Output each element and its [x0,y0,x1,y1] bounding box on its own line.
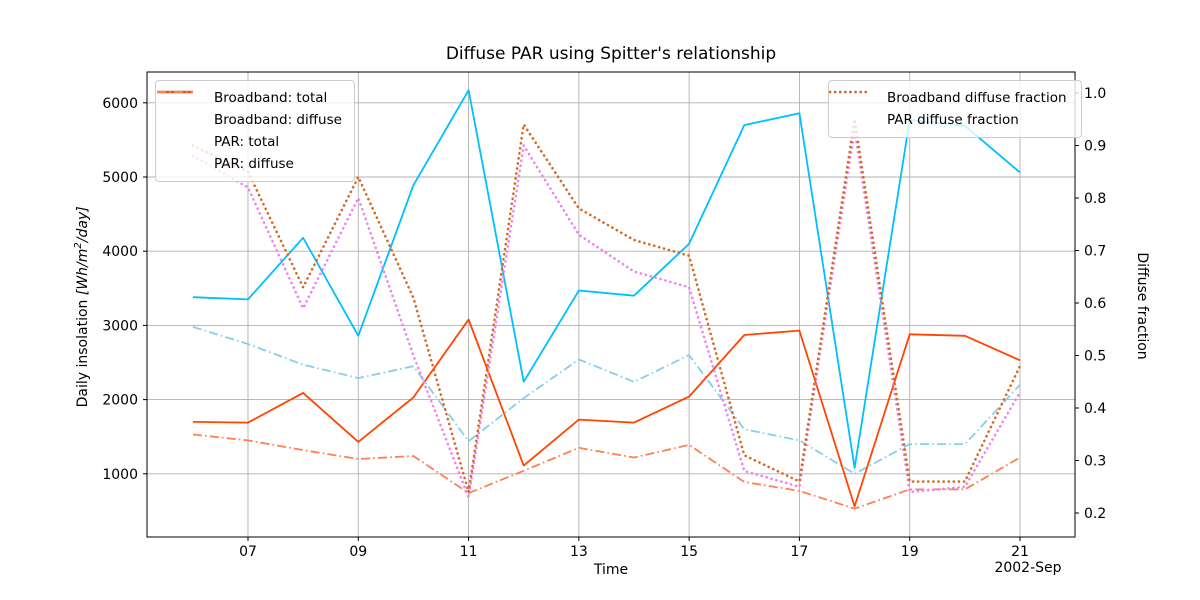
legend-fraction: Broadband diffuse fraction PAR diffuse fr… [828,80,1082,138]
x-tick-label: 17 [791,544,809,560]
y-right-tick-label: 0.4 [1084,401,1106,417]
y-left-unit-close: /day] [74,206,91,243]
y-left-label-text: Daily insolation [74,295,91,408]
series-line-par-total [192,318,1021,508]
x-tick-label: 09 [349,544,367,560]
x-axis-date-label: 2002-Sep [994,560,1062,576]
legend-item: PAR: total [157,90,344,153]
legend-item-label: Broadband diffuse fraction [887,90,1067,106]
y-right-tick-label: 0.5 [1084,349,1106,365]
legend-line-sample [157,90,204,131]
y-right-tick-label: 0.8 [1084,191,1106,207]
x-tick-label: 11 [460,544,478,560]
y-right-tick-label: 0.2 [1084,506,1106,522]
y-left-tick-label: 5000 [102,170,138,186]
x-tick-label: 07 [239,544,257,560]
x-tick-label: 13 [570,544,588,560]
y-left-tick-label: 3000 [102,318,138,334]
y-right-tick-label: 1.0 [1084,86,1106,102]
series-line-broadband-diffuse-fraction [191,128,1022,499]
y-axis-label-left: Daily insolation [Wh/m2/day] [73,157,91,457]
legend-item: Broadband diffuse fraction [829,87,1071,109]
y-left-unit-sup: 2 [73,242,85,249]
series-line-par-diffuse [192,433,1021,510]
y-left-tick-label: 2000 [102,393,138,409]
x-axis-label: Time [593,562,629,578]
plot-border [146,71,1076,538]
legend-item: PAR: diffuse [157,90,344,175]
y-left-tick-label: 1000 [102,467,138,483]
legend-insolation: Broadband: total Broadband: diffuse PAR: t… [155,80,355,182]
legend-item: PAR diffuse fraction [829,90,1071,131]
legend-item-label: Broadband: diffuse [214,112,342,128]
y-right-tick-label: 0.6 [1084,296,1106,312]
legend-item-label: Broadband: total [214,90,328,106]
y-right-tick-label: 0.7 [1084,244,1106,260]
legend-line-sample [157,90,204,153]
x-tick-label: 19 [901,544,919,560]
legend-line-sample [829,90,877,131]
legend-item-label: PAR: total [214,134,280,150]
x-tick-label: 15 [680,544,698,560]
legend-line-sample [157,90,204,175]
series-line-par-diffuse-fraction [191,118,1022,494]
y-left-unit-open: [Wh/m [74,248,91,296]
y-right-tick-label: 0.3 [1084,454,1106,470]
chart-title: Diffuse PAR using Spitter's relationship [445,44,777,64]
y-right-tick-label: 0.9 [1084,139,1106,155]
y-left-tick-label: 4000 [102,244,138,260]
legend-item-label: PAR diffuse fraction [887,112,1019,128]
x-tick-label: 21 [1011,544,1029,560]
legend-item-label: PAR: diffuse [214,156,294,172]
legend-item: Broadband: diffuse [157,90,344,131]
y-axis-label-right: Diffuse fraction [1134,252,1150,360]
y-left-tick-label: 6000 [102,96,138,112]
series-line-broadband-diffuse [192,326,1021,475]
